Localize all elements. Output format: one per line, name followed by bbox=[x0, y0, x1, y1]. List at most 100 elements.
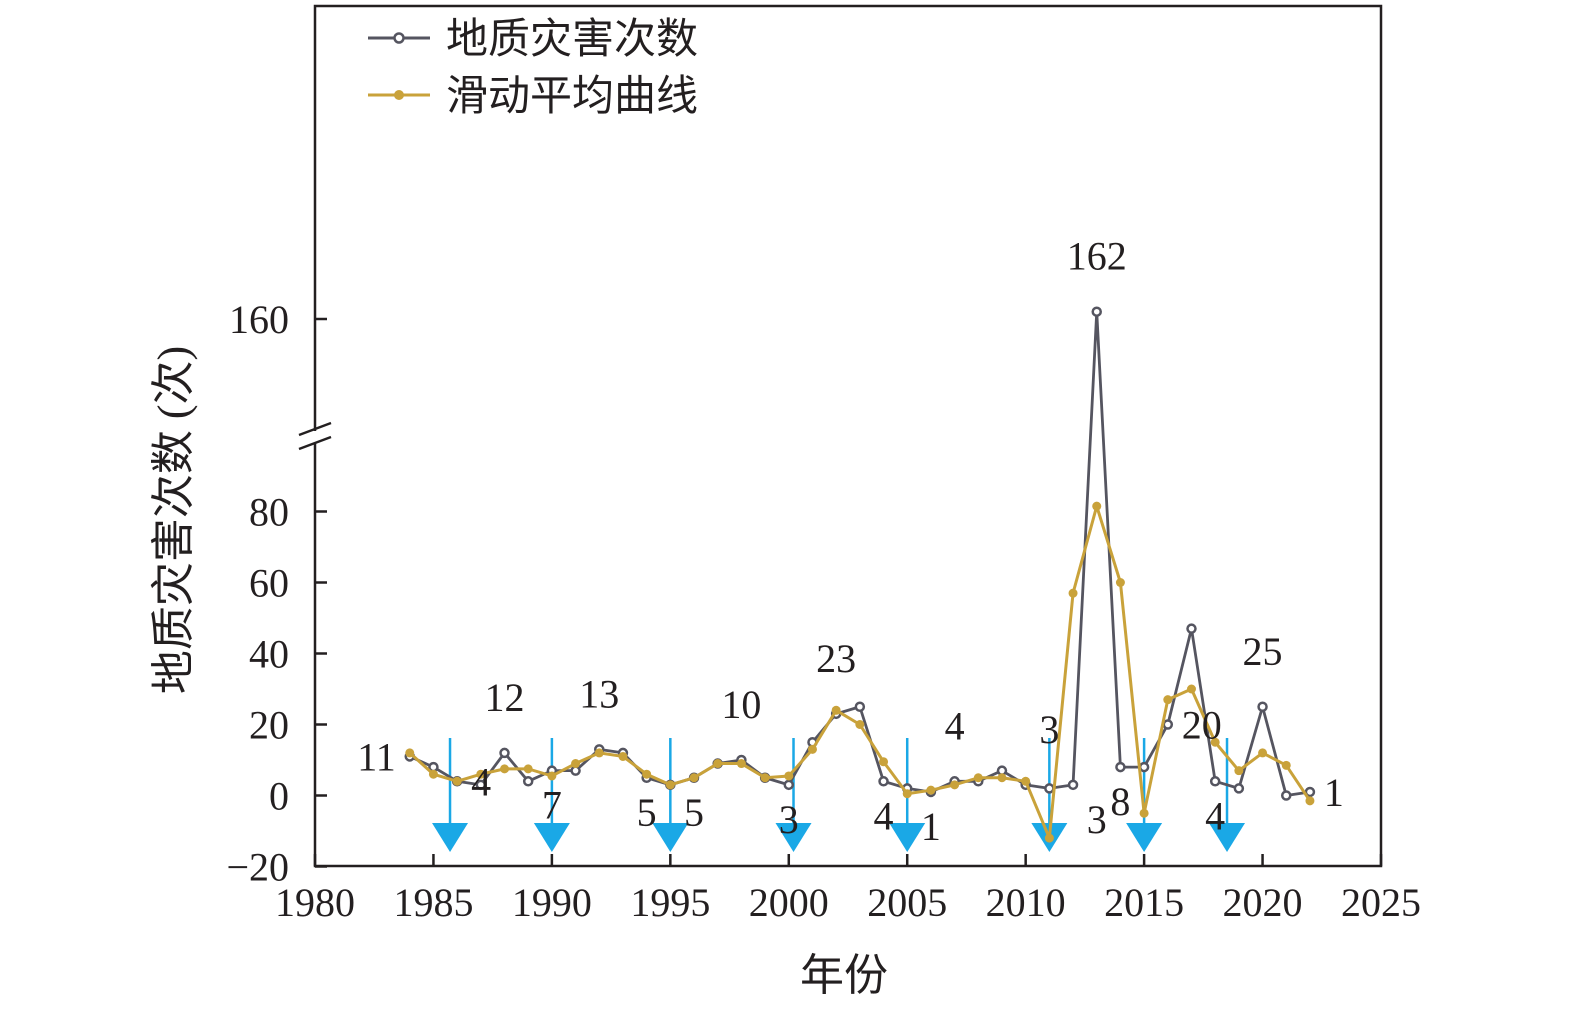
data-label: 3 bbox=[1039, 707, 1059, 752]
data-point bbox=[1234, 766, 1244, 776]
data-point bbox=[452, 776, 462, 786]
data-point bbox=[807, 744, 817, 754]
data-point bbox=[428, 769, 438, 779]
y-axis-title: 地质灾害次数 (次) bbox=[149, 346, 198, 694]
data-point bbox=[405, 748, 415, 758]
axes: −20 0 20 40 60 80 160 1980 1985 1990 1995 2000 2005 2… bbox=[149, 4, 1421, 1000]
data-label: 1 bbox=[921, 804, 941, 849]
data-label: 3 bbox=[1087, 797, 1107, 842]
data-point bbox=[926, 785, 936, 795]
y-tick-label: 160 bbox=[229, 297, 289, 342]
data-label: 7 bbox=[542, 783, 562, 828]
data-point bbox=[1139, 808, 1149, 818]
y-tick-label: −20 bbox=[226, 845, 289, 890]
data-label: 20 bbox=[1182, 703, 1222, 748]
data-label: 25 bbox=[1243, 629, 1283, 674]
data-point bbox=[665, 780, 675, 790]
data-label: 4 bbox=[874, 793, 894, 838]
data-point bbox=[1186, 684, 1196, 694]
axis-break-slash bbox=[298, 421, 332, 437]
data-point bbox=[1209, 776, 1221, 787]
data-point bbox=[642, 769, 652, 779]
data-point bbox=[784, 771, 794, 781]
data-label: 5 bbox=[684, 790, 704, 835]
data-point bbox=[571, 759, 581, 769]
data-point bbox=[1257, 701, 1268, 712]
legend-item: 地质灾害次数 bbox=[368, 16, 698, 63]
data-label: 3 bbox=[779, 797, 799, 842]
data-point bbox=[476, 769, 486, 779]
data-point bbox=[1281, 760, 1291, 770]
data-point bbox=[547, 771, 557, 781]
data-point bbox=[878, 776, 889, 787]
drought-arrow-marker bbox=[533, 738, 570, 852]
x-tick-label: 2015 bbox=[1104, 880, 1184, 925]
y-tick-label: 20 bbox=[249, 703, 289, 748]
x-tick-label: 2025 bbox=[1341, 880, 1421, 925]
y-tick-label: 80 bbox=[249, 490, 289, 535]
data-point bbox=[854, 701, 866, 712]
data-point bbox=[1163, 695, 1173, 705]
data-point bbox=[760, 773, 770, 783]
data-point bbox=[1304, 786, 1316, 798]
data-point bbox=[500, 764, 510, 774]
legend-label: 滑动平均曲线 bbox=[446, 74, 698, 120]
data-label: 4 bbox=[471, 759, 491, 804]
data-point bbox=[1186, 623, 1197, 634]
x-tick-label: 2020 bbox=[1223, 880, 1303, 925]
data-point bbox=[522, 776, 534, 787]
data-point bbox=[879, 757, 889, 767]
x-tick-label: 2005 bbox=[867, 880, 947, 925]
data-point bbox=[783, 779, 795, 791]
data-point bbox=[997, 773, 1007, 783]
y-tick-label: 0 bbox=[269, 774, 289, 819]
data-point bbox=[1044, 783, 1055, 794]
data-label: 162 bbox=[1067, 234, 1127, 279]
data-point bbox=[950, 780, 960, 790]
legend-item: 滑动平均曲线 bbox=[368, 74, 698, 120]
data-point bbox=[594, 748, 604, 758]
data-label: 4 bbox=[1205, 793, 1225, 838]
data-point bbox=[973, 773, 983, 783]
data-point bbox=[1258, 748, 1268, 758]
x-axis-title: 年份 bbox=[800, 951, 888, 1000]
data-point bbox=[1162, 719, 1174, 730]
data-point bbox=[689, 773, 699, 783]
x-tick-label: 1980 bbox=[275, 880, 355, 925]
data-point bbox=[902, 789, 912, 799]
drought-arrow-marker bbox=[652, 738, 689, 852]
data-point bbox=[618, 751, 628, 761]
data-point bbox=[1115, 578, 1125, 587]
series-lines bbox=[404, 306, 1316, 843]
data-label: 10 bbox=[721, 682, 761, 727]
x-tick-label: 1985 bbox=[393, 880, 473, 925]
legend-label: 地质灾害次数 bbox=[446, 16, 698, 63]
x-tick-label: 2010 bbox=[986, 880, 1066, 925]
data-label: 4 bbox=[945, 703, 965, 748]
data-point bbox=[1021, 776, 1031, 786]
data-point bbox=[499, 747, 510, 759]
data-point bbox=[855, 720, 865, 729]
drought-arrow-marker bbox=[432, 738, 469, 852]
data-label: 12 bbox=[485, 675, 525, 720]
data-point bbox=[1233, 783, 1245, 794]
data-point bbox=[1068, 588, 1078, 598]
data-point bbox=[523, 764, 533, 774]
data-point bbox=[1115, 761, 1126, 773]
data-point bbox=[1305, 796, 1315, 806]
data-point bbox=[1210, 737, 1220, 747]
data-label: 1 bbox=[1324, 770, 1344, 815]
data-point bbox=[1091, 306, 1102, 317]
data-point bbox=[475, 779, 487, 791]
data-point bbox=[1092, 501, 1102, 511]
x-tick-label: 1990 bbox=[512, 880, 592, 925]
data-point bbox=[831, 705, 841, 715]
data-point bbox=[1138, 761, 1150, 773]
x-tick-label: 1995 bbox=[630, 880, 710, 925]
data-label: 23 bbox=[816, 636, 856, 681]
data-point bbox=[1280, 790, 1292, 801]
y-tick-label: 60 bbox=[249, 561, 289, 606]
